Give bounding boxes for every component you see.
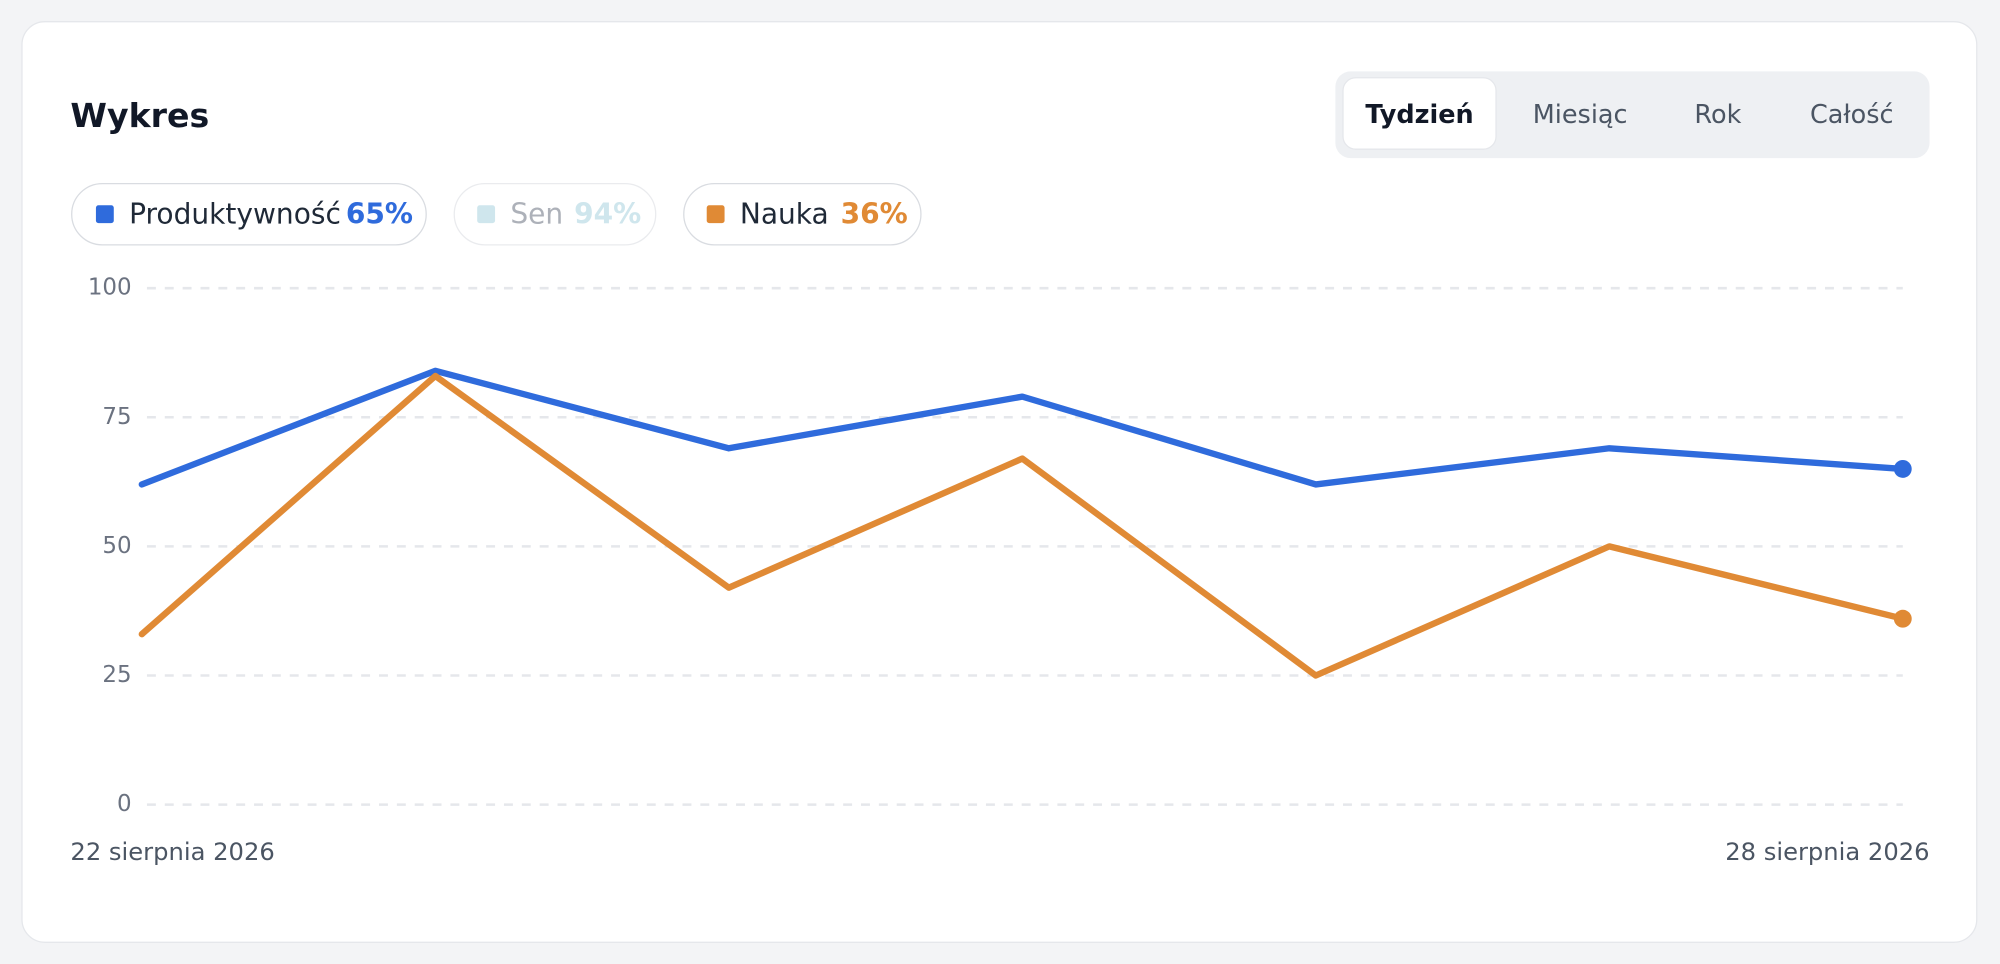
- tab[interactable]: Całość: [1810, 100, 1894, 130]
- legend-value: 36%: [841, 197, 908, 230]
- legend-swatch: [95, 205, 114, 224]
- legend-swatch: [477, 205, 496, 224]
- legend-name: Produktywność: [129, 197, 341, 230]
- end-point: [1893, 609, 1912, 628]
- legend-item[interactable]: Sen 94%: [453, 182, 657, 246]
- y-tick-label: 0: [117, 791, 132, 817]
- legend-pill: [683, 182, 922, 246]
- series-line: [138, 367, 1906, 488]
- y-tick-label: 75: [102, 404, 131, 430]
- legend-value: 94%: [574, 197, 641, 230]
- legend-swatch: [706, 205, 725, 224]
- card: [21, 21, 1978, 943]
- legend-item[interactable]: Nauka 36%: [683, 182, 922, 246]
- legend-pill: [453, 182, 657, 246]
- legend-name: Nauka: [740, 197, 829, 230]
- legend-item[interactable]: Produktywność 65%: [71, 182, 427, 246]
- tab[interactable]: Rok: [1694, 100, 1741, 130]
- y-tick-label: 25: [102, 662, 131, 688]
- tab-active-bg: [1342, 77, 1497, 150]
- legend-value: 65%: [346, 197, 413, 230]
- chart-title: Wykres: [70, 96, 209, 135]
- series-line: [138, 372, 1906, 679]
- x-tick-label: 28 sierpnia 2026: [1725, 838, 1929, 866]
- y-tick-label: 50: [102, 533, 131, 559]
- tab[interactable]: Tydzień: [1365, 100, 1473, 130]
- legend-name: Sen: [510, 197, 563, 230]
- tab[interactable]: Miesiąc: [1533, 100, 1628, 130]
- x-tick-label: 22 sierpnia 2026: [70, 838, 274, 866]
- end-point: [1893, 460, 1912, 478]
- legend-pill: [71, 182, 427, 246]
- y-tick-label: 100: [88, 275, 132, 301]
